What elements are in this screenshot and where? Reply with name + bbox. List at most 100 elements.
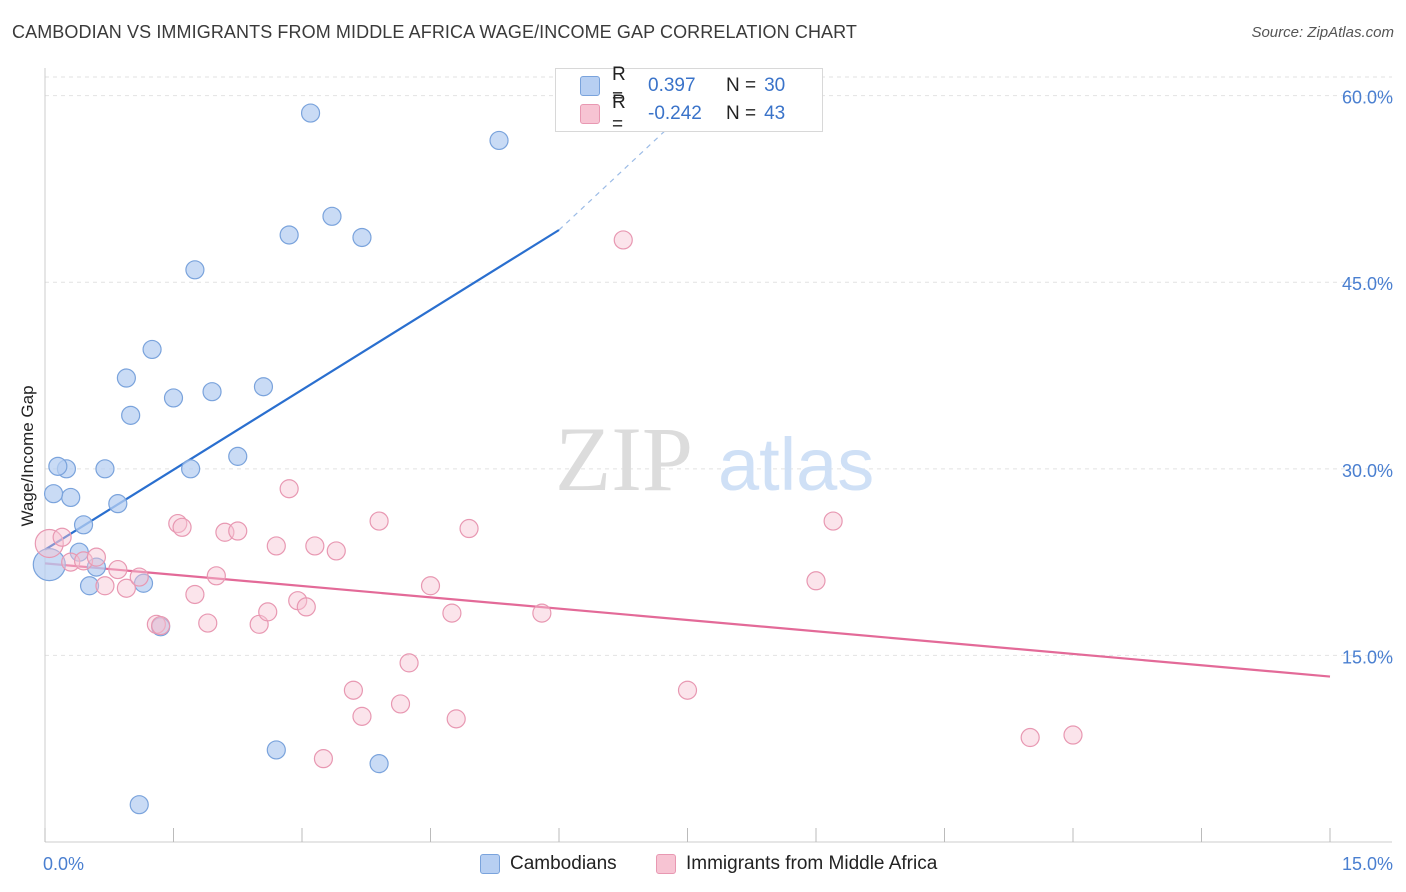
legend-swatch-pink (580, 104, 600, 124)
y-tick-label: 45.0% (1342, 274, 1393, 294)
middle-africa-point (34, 528, 64, 559)
middle-africa-point (313, 749, 334, 769)
cambodian-point (489, 130, 509, 151)
cambodian-point (322, 206, 342, 226)
y-tick-label: 60.0% (1342, 88, 1393, 108)
cambodian-point (369, 754, 389, 774)
middle-africa-point (116, 578, 136, 598)
middle-africa-point (86, 547, 107, 567)
middle-africa-point (369, 511, 389, 531)
trend-lines (44, 85, 1331, 678)
legend-row-middle-africa: R = -0.242 N = 43 (580, 92, 786, 135)
y-axis-label: Wage/Income Gap (18, 385, 37, 526)
cambodian-point (108, 494, 128, 514)
middle-africa-point (326, 541, 346, 561)
middle-africa-point (459, 518, 479, 539)
source-label: Source: ZipAtlas.com (1251, 24, 1394, 41)
trend-line-middle-africa (44, 562, 1331, 678)
middle-africa-point (677, 680, 698, 700)
middle-africa-point (399, 653, 419, 673)
data-points (32, 103, 1083, 815)
cambodian-point (73, 515, 94, 535)
bottom-legend-label: Cambodians (510, 853, 617, 874)
cambodian-point (61, 487, 81, 508)
correlation-legend: R = 0.397 N = 30 R = -0.242 N = 43 (555, 64, 823, 135)
watermark-atlas: atlas (718, 423, 874, 506)
bottom-legend-swatch-blue (480, 854, 500, 874)
middle-africa-point (129, 567, 149, 587)
legend-r-value: 0.397 (648, 75, 696, 96)
legend-swatch-blue (580, 76, 600, 96)
middle-africa-point (279, 479, 299, 499)
legend-n-label: N = (726, 75, 757, 96)
bottom-legend-cambodians: Cambodians (480, 852, 617, 876)
middle-africa-point (266, 536, 286, 556)
middle-africa-point (95, 576, 115, 596)
middle-africa-point (305, 536, 325, 556)
cambodian-point (279, 225, 299, 245)
middle-africa-point (172, 517, 192, 537)
middle-africa-point (1020, 727, 1040, 748)
middle-africa-point (420, 576, 441, 596)
watermark: ZIP atlas (555, 408, 874, 510)
legend-n-value: 30 (764, 75, 786, 96)
legend-r-label: R = (612, 92, 626, 135)
middle-africa-point (228, 521, 248, 541)
middle-africa-point (390, 694, 411, 714)
legend-r-label: R = (612, 64, 626, 107)
cambodian-point (181, 459, 201, 479)
cambodian-point (185, 260, 205, 280)
legend-n-label: N = (726, 103, 757, 124)
middle-africa-point (198, 613, 218, 633)
cambodian-point (129, 795, 149, 815)
middle-africa-point (185, 584, 205, 605)
chart-title: CAMBODIAN VS IMMIGRANTS FROM MIDDLE AFRI… (12, 22, 858, 42)
middle-africa-point (532, 603, 552, 623)
middle-africa-point (206, 566, 226, 586)
middle-africa-point (258, 602, 278, 622)
grid-lines (45, 76, 1392, 656)
middle-africa-point (343, 680, 363, 700)
middle-africa-point (806, 571, 826, 591)
bottom-legend-label: Immigrants from Middle Africa (686, 853, 938, 874)
cambodian-point (32, 548, 66, 582)
middle-africa-point (52, 527, 72, 547)
middle-africa-point (823, 511, 843, 531)
cambodian-point (253, 377, 274, 397)
cambodian-point (121, 405, 141, 425)
cambodian-point (142, 339, 162, 360)
middle-africa-point (73, 551, 94, 571)
x-tick-label: 15.0% (1342, 854, 1393, 874)
middle-africa-point (613, 230, 633, 250)
middle-africa-point (446, 709, 466, 729)
middle-africa-point (442, 603, 462, 623)
bottom-legend-swatch-pink (656, 854, 676, 874)
cambodian-point (43, 484, 64, 504)
cambodian-point (95, 459, 115, 479)
middle-africa-point (1063, 725, 1083, 745)
x-tick-label: 0.0% (43, 854, 84, 874)
cambodian-point (163, 388, 184, 408)
cambodian-point (228, 446, 248, 466)
legend-row-cambodians: R = 0.397 N = 30 (580, 64, 786, 107)
cambodian-point (116, 368, 136, 388)
middle-africa-point (151, 615, 171, 636)
trend-line-cambodians (44, 229, 560, 551)
tick-labels: 15.0% 30.0% 45.0% 60.0% 0.0% 15.0% (43, 88, 1393, 874)
axes (44, 68, 1392, 843)
cambodian-point (352, 227, 372, 248)
middle-africa-point (108, 559, 128, 580)
y-tick-label: 30.0% (1342, 461, 1393, 481)
legend-r-value: -0.242 (648, 103, 702, 124)
legend-n-value: 43 (764, 103, 786, 124)
y-tick-label: 15.0% (1342, 647, 1393, 667)
cambodian-point (300, 103, 321, 123)
cambodian-point (79, 576, 100, 596)
bottom-legend-middle-africa: Immigrants from Middle Africa (656, 852, 937, 876)
middle-africa-point (352, 706, 372, 726)
cambodian-point (266, 740, 286, 760)
middle-africa-point (296, 597, 316, 617)
watermark-zip: ZIP (555, 408, 693, 510)
cambodian-point (202, 382, 222, 402)
